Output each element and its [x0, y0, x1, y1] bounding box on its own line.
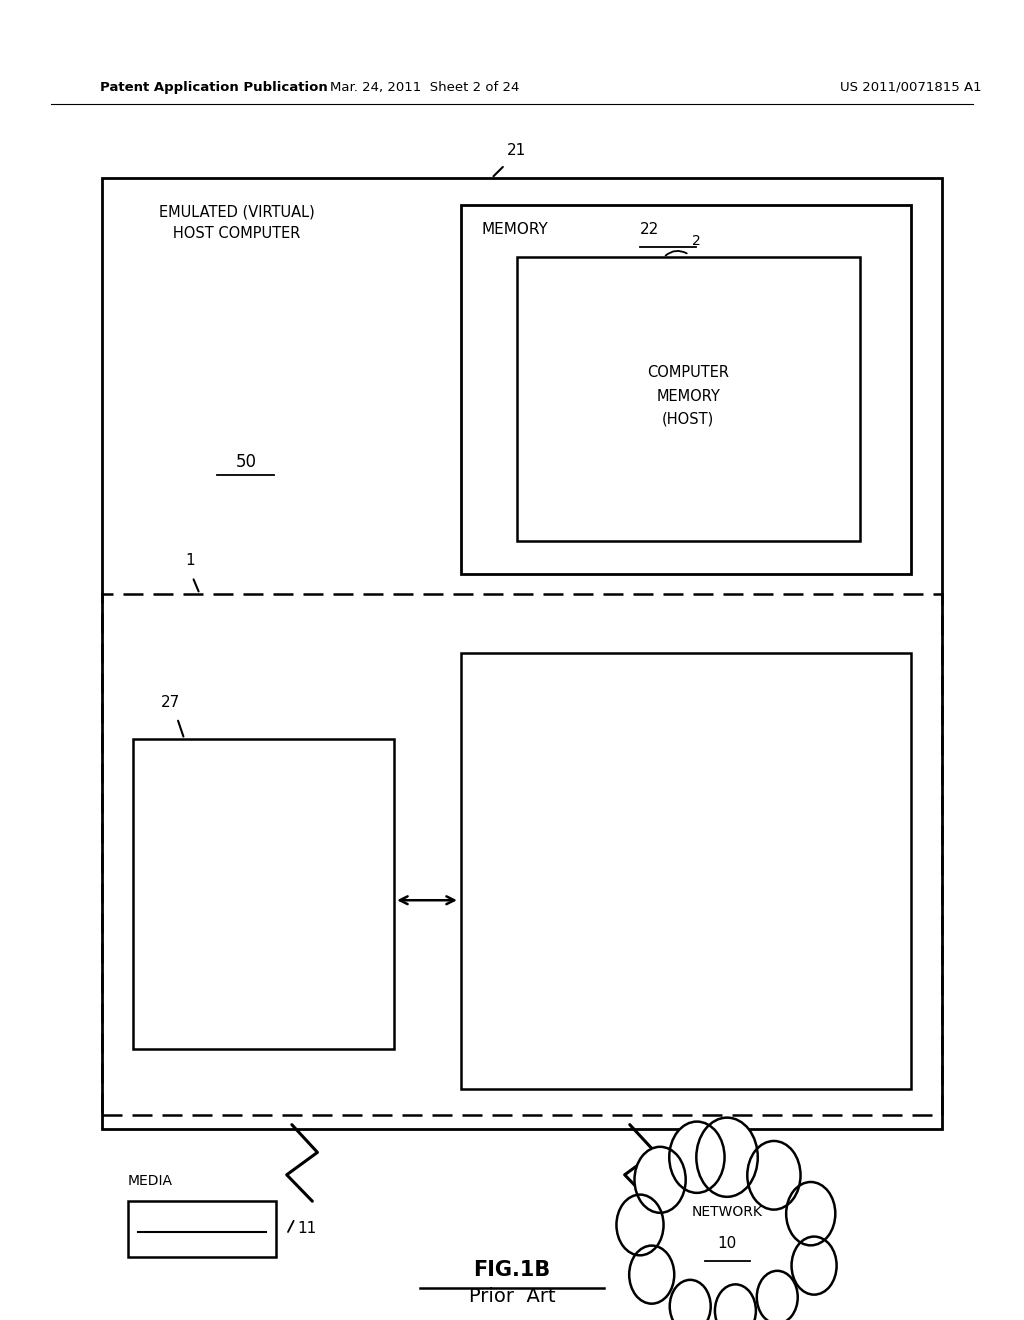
- Bar: [461, 653, 911, 1089]
- Text: Prior  Art: Prior Art: [469, 1287, 555, 1305]
- Text: EMULATED (VIRTUAL)
   HOST COMPUTER: EMULATED (VIRTUAL) HOST COMPUTER: [159, 205, 314, 240]
- Text: NETWORK: NETWORK: [691, 1205, 763, 1218]
- Bar: [461, 205, 911, 574]
- Circle shape: [635, 1147, 686, 1213]
- Circle shape: [757, 1271, 798, 1320]
- Circle shape: [616, 1195, 664, 1255]
- Text: Mar. 24, 2011  Sheet 2 of 24: Mar. 24, 2011 Sheet 2 of 24: [331, 81, 519, 94]
- Text: COMPUTER
MEMORY
(HOST): COMPUTER MEMORY (HOST): [647, 366, 729, 426]
- Text: 21: 21: [507, 144, 526, 158]
- Text: 11: 11: [297, 1221, 316, 1237]
- Text: 1: 1: [185, 553, 195, 568]
- Text: 2: 2: [692, 234, 701, 248]
- Bar: [102, 594, 942, 1115]
- Text: 22: 22: [640, 222, 659, 238]
- Text: 27: 27: [161, 696, 180, 710]
- Circle shape: [715, 1284, 756, 1320]
- Circle shape: [696, 1118, 758, 1197]
- Bar: [102, 178, 942, 1129]
- Circle shape: [786, 1181, 836, 1245]
- Circle shape: [670, 1122, 725, 1193]
- Circle shape: [748, 1140, 801, 1209]
- Circle shape: [792, 1237, 837, 1295]
- Circle shape: [629, 1246, 674, 1304]
- Circle shape: [670, 1280, 711, 1320]
- Text: PROCESSOR
NATIVE
INSTRUCTION SET
ARCHITECTURE 'B': PROCESSOR NATIVE INSTRUCTION SET ARCHITE…: [200, 865, 329, 944]
- Bar: [133, 739, 394, 1049]
- Text: FIG.1B: FIG.1B: [473, 1259, 551, 1280]
- Text: 23: 23: [502, 672, 521, 688]
- Text: MEDIA: MEDIA: [128, 1173, 173, 1188]
- Text: Patent Application Publication: Patent Application Publication: [100, 81, 328, 94]
- Bar: [517, 257, 860, 541]
- Text: 50: 50: [236, 453, 256, 471]
- Text: MEMORY: MEMORY: [481, 222, 548, 238]
- Text: EMULATION
ROUTINES: EMULATION ROUTINES: [641, 851, 731, 891]
- Bar: [128, 1201, 276, 1257]
- Text: 10: 10: [718, 1236, 736, 1251]
- Text: US 2011/0071815 A1: US 2011/0071815 A1: [840, 81, 981, 94]
